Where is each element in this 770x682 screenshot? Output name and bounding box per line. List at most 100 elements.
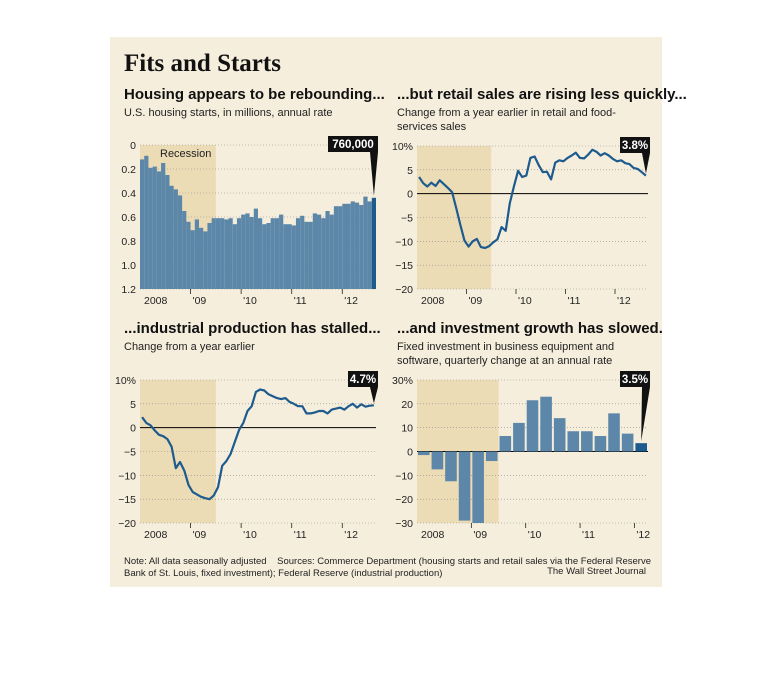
housing-bar <box>249 217 254 289</box>
investment-bar <box>581 431 593 452</box>
housing-bar <box>253 208 258 289</box>
housing-bar <box>350 201 355 289</box>
investment-bar <box>635 443 647 452</box>
housing-bar <box>211 218 216 289</box>
housing-xtick-label: '12 <box>344 295 358 307</box>
housing-bar <box>186 221 191 289</box>
housing-bar <box>283 224 288 289</box>
industrial-title: ...industrial production has stalled... <box>124 320 381 337</box>
investment-xtick-label: '09 <box>473 529 487 541</box>
housing-bar <box>321 218 326 289</box>
retail-title: ...but retail sales are rising less quic… <box>397 86 687 103</box>
industrial-ytick-label: −5 <box>124 447 136 459</box>
housing-bar <box>325 211 330 289</box>
housing-ytick-label: 1.0 <box>121 260 136 272</box>
investment-callout-box <box>620 371 650 387</box>
credit: The Wall Street Journal <box>547 566 646 577</box>
investment-bar <box>499 436 512 452</box>
industrial-ytick-label: 10% <box>115 375 136 387</box>
housing-bar <box>371 197 376 289</box>
retail-xtick-label: 2008 <box>421 295 445 307</box>
housing-bar <box>177 195 183 289</box>
housing-bar <box>266 223 271 289</box>
housing-bar <box>144 155 149 289</box>
housing-subtitle: U.S. housing starts, in millions, annual… <box>124 107 333 119</box>
footnote: Note: All data seasonally adjusted Sourc… <box>124 556 654 580</box>
housing-bar <box>173 189 178 289</box>
housing-bar <box>169 185 174 289</box>
investment-bar <box>485 451 498 462</box>
retail-xtick-label: '09 <box>469 295 483 307</box>
main-title: Fits and Starts <box>124 50 281 77</box>
note-seasonal: Note: All data seasonally adjusted <box>124 556 267 567</box>
housing-callout-box <box>328 136 378 152</box>
investment-bar <box>472 451 484 523</box>
housing-ytick-label: 1.2 <box>121 284 136 296</box>
housing-bar <box>258 218 263 289</box>
investment-subtitle: Fixed investment in business equipment a… <box>397 341 615 367</box>
industrial-callout-pointer <box>370 387 378 404</box>
industrial-xtick-label: 2008 <box>144 529 168 541</box>
housing-bar <box>199 227 204 289</box>
housing-xtick-label: '11 <box>294 295 307 307</box>
housing-bar <box>165 175 170 289</box>
investment-title: ...and investment growth has slowed. <box>397 320 663 337</box>
housing-bar <box>274 218 280 289</box>
housing-bar <box>338 206 343 289</box>
retail-xtick-label: '10 <box>518 295 532 307</box>
investment-bar <box>608 413 620 452</box>
housing-bar <box>152 166 157 289</box>
retail-ytick-label: 5 <box>407 165 413 177</box>
housing-bar <box>207 223 212 289</box>
housing-callout-label: 760,000 <box>332 139 374 151</box>
housing-bar <box>194 219 199 289</box>
housing-bar <box>241 214 246 289</box>
investment-bar <box>567 431 580 452</box>
investment-bar <box>553 418 566 452</box>
investment-bar <box>445 451 457 482</box>
investment-bar <box>458 451 471 521</box>
investment-xtick-label: '10 <box>528 529 542 541</box>
industrial-ytick-label: −20 <box>118 518 136 530</box>
housing-bar <box>359 205 364 289</box>
retail-xtick-label: '11 <box>568 295 581 307</box>
retail-callout-box <box>620 137 650 153</box>
retail-ytick-label: −15 <box>395 260 413 272</box>
investment-ytick-label: −10 <box>395 470 413 482</box>
housing-bar <box>342 203 347 289</box>
housing-bar <box>236 218 242 289</box>
retail-ytick-label: −5 <box>401 213 413 225</box>
housing-bar <box>308 221 313 289</box>
industrial-ytick-label: 5 <box>130 399 136 411</box>
investment-callout-pointer <box>641 387 650 442</box>
housing-bar <box>329 214 334 289</box>
housing-bar <box>304 221 309 289</box>
housing-bar <box>245 213 250 289</box>
housing-ytick-label: 0.6 <box>121 212 136 224</box>
housing-bar <box>346 203 351 289</box>
housing-bar <box>161 163 166 289</box>
industrial-ytick-label: −10 <box>118 470 136 482</box>
housing-bar <box>182 211 187 289</box>
investment-ytick-label: 30% <box>392 375 413 387</box>
industrial-xtick-label: '09 <box>193 529 207 541</box>
industrial-ytick-label: −15 <box>118 494 136 506</box>
investment-xtick-label: '11 <box>582 529 595 541</box>
retail-subtitle: Change from a year earlier in retail and… <box>397 107 616 133</box>
investment-bar <box>621 433 634 452</box>
retail-callout-label: 3.8% <box>622 140 648 152</box>
housing-bar <box>317 214 322 289</box>
housing-bar <box>300 215 305 289</box>
housing-recession-label: Recession <box>160 148 211 160</box>
investment-bar <box>431 451 444 470</box>
housing-bar <box>156 171 162 289</box>
investment-ytick-label: 20 <box>401 399 413 411</box>
investment-bar <box>594 436 607 452</box>
investment-ytick-label: 10 <box>401 423 413 435</box>
housing-bar <box>148 167 153 289</box>
retail-ytick-label: −10 <box>395 236 413 248</box>
housing-xtick-label: 2008 <box>144 295 168 307</box>
housing-bar <box>363 196 368 289</box>
